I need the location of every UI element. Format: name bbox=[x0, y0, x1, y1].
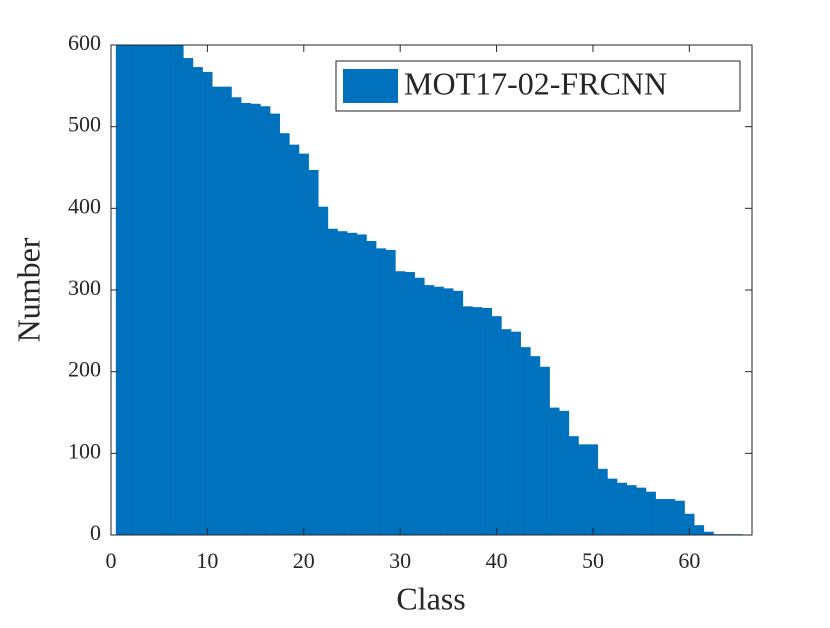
bar bbox=[617, 482, 627, 535]
bar bbox=[501, 329, 512, 535]
bar bbox=[289, 144, 300, 535]
bar bbox=[202, 71, 213, 535]
bar bbox=[520, 347, 531, 535]
bar bbox=[414, 277, 425, 535]
bars bbox=[115, 45, 743, 535]
bar bbox=[626, 485, 637, 535]
bar bbox=[597, 468, 608, 535]
bar bbox=[327, 228, 338, 535]
bar bbox=[135, 45, 146, 535]
bar bbox=[645, 491, 656, 535]
bar bbox=[703, 531, 714, 535]
bar bbox=[173, 45, 184, 535]
x-tick-label: 30 bbox=[389, 548, 411, 573]
bar bbox=[115, 45, 126, 535]
bar bbox=[549, 407, 560, 535]
bar bbox=[433, 286, 444, 535]
bar bbox=[192, 67, 203, 535]
x-tick-label: 50 bbox=[582, 548, 604, 573]
bar bbox=[250, 103, 261, 535]
bar bbox=[443, 288, 454, 535]
bar bbox=[694, 525, 705, 535]
y-axis-label: Number bbox=[10, 237, 46, 342]
bar bbox=[530, 356, 541, 535]
bar bbox=[356, 234, 367, 535]
bar bbox=[125, 45, 136, 535]
bar bbox=[511, 331, 521, 535]
y-tick-label: 0 bbox=[90, 520, 101, 545]
legend-box bbox=[335, 60, 741, 112]
bar bbox=[385, 249, 396, 535]
bar bbox=[164, 45, 174, 535]
y-tick-label: 400 bbox=[68, 193, 101, 218]
bar bbox=[231, 97, 242, 535]
bar bbox=[472, 307, 483, 535]
bar bbox=[665, 499, 676, 535]
bar bbox=[308, 169, 319, 535]
bar bbox=[270, 113, 280, 535]
bar bbox=[154, 45, 165, 535]
bar bbox=[491, 316, 502, 535]
bar bbox=[568, 436, 579, 535]
bar bbox=[453, 290, 464, 535]
y-tick-label: 100 bbox=[68, 438, 101, 463]
bar bbox=[298, 153, 309, 535]
y-tick-label: 200 bbox=[68, 357, 101, 382]
x-tick-label: 20 bbox=[293, 548, 315, 573]
bar bbox=[636, 487, 647, 535]
bar bbox=[404, 272, 415, 535]
bar bbox=[183, 58, 194, 535]
bar bbox=[366, 241, 377, 535]
bar bbox=[588, 444, 599, 535]
bar bbox=[578, 444, 589, 535]
bar bbox=[539, 366, 550, 535]
bar bbox=[674, 500, 685, 535]
bar bbox=[395, 271, 406, 535]
x-tick-label: 10 bbox=[196, 548, 218, 573]
x-axis-label: Class bbox=[396, 580, 465, 616]
legend-label: MOT17-02-FRCNN bbox=[404, 65, 667, 101]
bar bbox=[347, 232, 358, 535]
bar bbox=[260, 106, 271, 535]
bar bbox=[376, 248, 387, 535]
bar bbox=[462, 306, 473, 535]
x-tick-label: 40 bbox=[486, 548, 508, 573]
bar bbox=[424, 285, 435, 535]
bar bbox=[241, 102, 252, 535]
bar bbox=[221, 86, 232, 535]
bar bbox=[655, 499, 666, 535]
bar bbox=[607, 478, 618, 535]
y-tick-label: 600 bbox=[68, 30, 101, 55]
bar bbox=[279, 133, 290, 535]
bar bbox=[559, 410, 570, 535]
y-tick-label: 500 bbox=[68, 112, 101, 137]
legend-swatch bbox=[343, 69, 398, 103]
bar bbox=[212, 86, 223, 535]
y-tick-label: 300 bbox=[68, 275, 101, 300]
bar bbox=[318, 206, 329, 535]
x-tick-label: 60 bbox=[678, 548, 700, 573]
bar bbox=[337, 231, 348, 535]
x-tick-label: 0 bbox=[106, 548, 117, 573]
bar bbox=[482, 307, 493, 535]
bar bbox=[144, 45, 155, 535]
legend: MOT17-02-FRCNN bbox=[335, 60, 741, 112]
bar bbox=[684, 513, 695, 535]
